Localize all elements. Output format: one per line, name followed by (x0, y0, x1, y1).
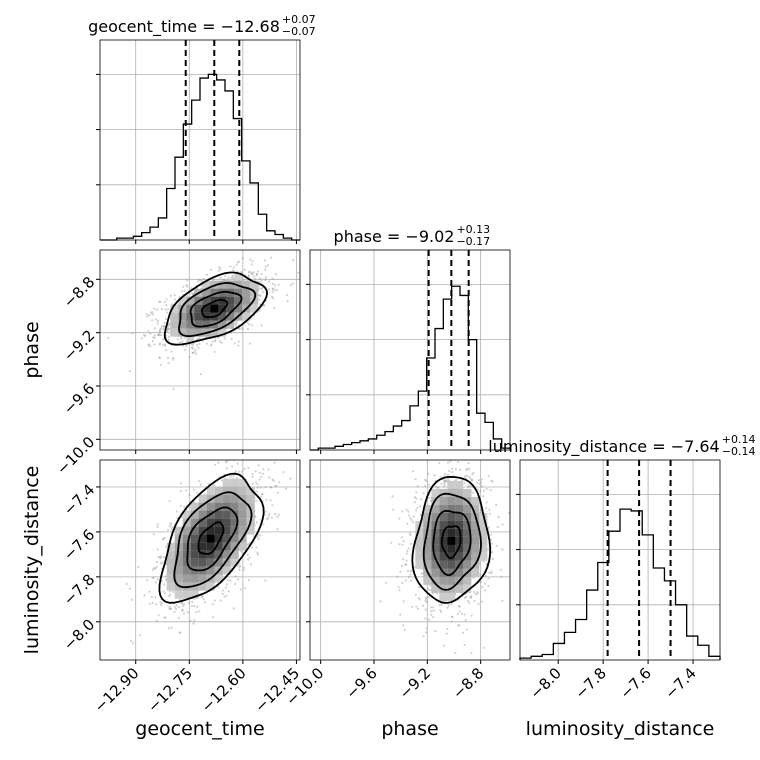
contour-line (158, 472, 265, 604)
title-plus: +0.13 (456, 223, 490, 236)
panel-title-phase: phase = −9.02 (334, 227, 455, 246)
y-tick-label: −8.8 (60, 273, 98, 311)
x-axis-label-phase: phase (381, 718, 438, 740)
hist-step-geocent_time (100, 73, 300, 241)
contour-line (200, 298, 229, 319)
y-axis-label-phase: phase (21, 321, 43, 378)
x-tick-label: −9.2 (396, 664, 434, 702)
x-tick-label: −7.4 (661, 664, 699, 702)
y-tick-label: −7.4 (60, 481, 98, 519)
title-value: −9.02 (405, 227, 454, 246)
title-value: −7.64 (671, 437, 720, 456)
y-tick-label: −9.6 (60, 380, 98, 418)
x-tick-label: −9.6 (342, 664, 380, 702)
x-tick-label: −8.0 (527, 664, 565, 702)
title-prefix: geocent_time = (88, 17, 221, 37)
contour-line (432, 509, 472, 577)
panel-title-luminosity_distance: luminosity_distance = −7.64 (488, 437, 719, 457)
panel-frame (309, 459, 511, 661)
panel-frame (99, 459, 301, 661)
contour-line (178, 282, 257, 338)
y-tick-label: −10.0 (53, 433, 98, 478)
contour-line (186, 506, 239, 572)
contour-line (411, 475, 492, 604)
scatter-panel-geocent_time-luminosity_distance (96, 459, 301, 664)
x-axis-label-geocent_time: geocent_time (135, 718, 264, 740)
contour-line (440, 525, 462, 560)
contour-line (422, 492, 482, 591)
title-prefix: luminosity_distance = (488, 437, 670, 457)
y-tick-label: −8.0 (60, 615, 98, 653)
panel-frame (99, 249, 301, 451)
hist-step-luminosity_distance (519, 508, 721, 660)
hist-panel-geocent_time (96, 39, 301, 244)
x-tick-label: −12.75 (144, 664, 196, 716)
title-prefix: phase = (334, 227, 406, 246)
x-axis-label-luminosity_distance: luminosity_distance (526, 718, 715, 740)
title-minus: −0.17 (456, 235, 490, 248)
x-tick-label: −7.6 (616, 664, 654, 702)
y-axis-label-luminosity_distance: luminosity_distance (21, 466, 43, 655)
panel-frame (519, 459, 721, 661)
peak-marker (447, 536, 456, 545)
scatter-panel-phase-luminosity_distance (306, 459, 511, 664)
contour-line (163, 271, 269, 346)
hist-panel-phase (306, 249, 511, 454)
peak-marker (210, 304, 219, 313)
title-value: −12.68 (221, 17, 280, 36)
hist-step-phase (310, 285, 511, 451)
panel-frame (309, 249, 511, 451)
contour-line (173, 491, 253, 589)
hist-panel-luminosity_distance (516, 459, 721, 664)
y-tick-label: −7.6 (60, 526, 98, 564)
contour-line (197, 521, 225, 555)
title-plus: +0.07 (282, 13, 316, 26)
title-minus: −0.07 (282, 25, 316, 38)
title-plus: +0.14 (722, 433, 756, 446)
scatter-panel-geocent_time-phase (96, 249, 301, 454)
panel-title-geocent_time: geocent_time = −12.68 (88, 17, 280, 37)
y-tick-label: −7.8 (60, 570, 98, 608)
panel-frame (99, 39, 301, 241)
x-tick-label: −12.90 (91, 664, 143, 716)
contour-line (189, 290, 243, 328)
peak-marker (206, 534, 215, 543)
title-minus: −0.14 (722, 445, 756, 458)
x-tick-label: −8.8 (449, 664, 487, 702)
y-tick-label: −9.2 (60, 326, 98, 364)
x-tick-label: −12.60 (198, 664, 250, 716)
x-tick-label: −7.8 (571, 664, 609, 702)
